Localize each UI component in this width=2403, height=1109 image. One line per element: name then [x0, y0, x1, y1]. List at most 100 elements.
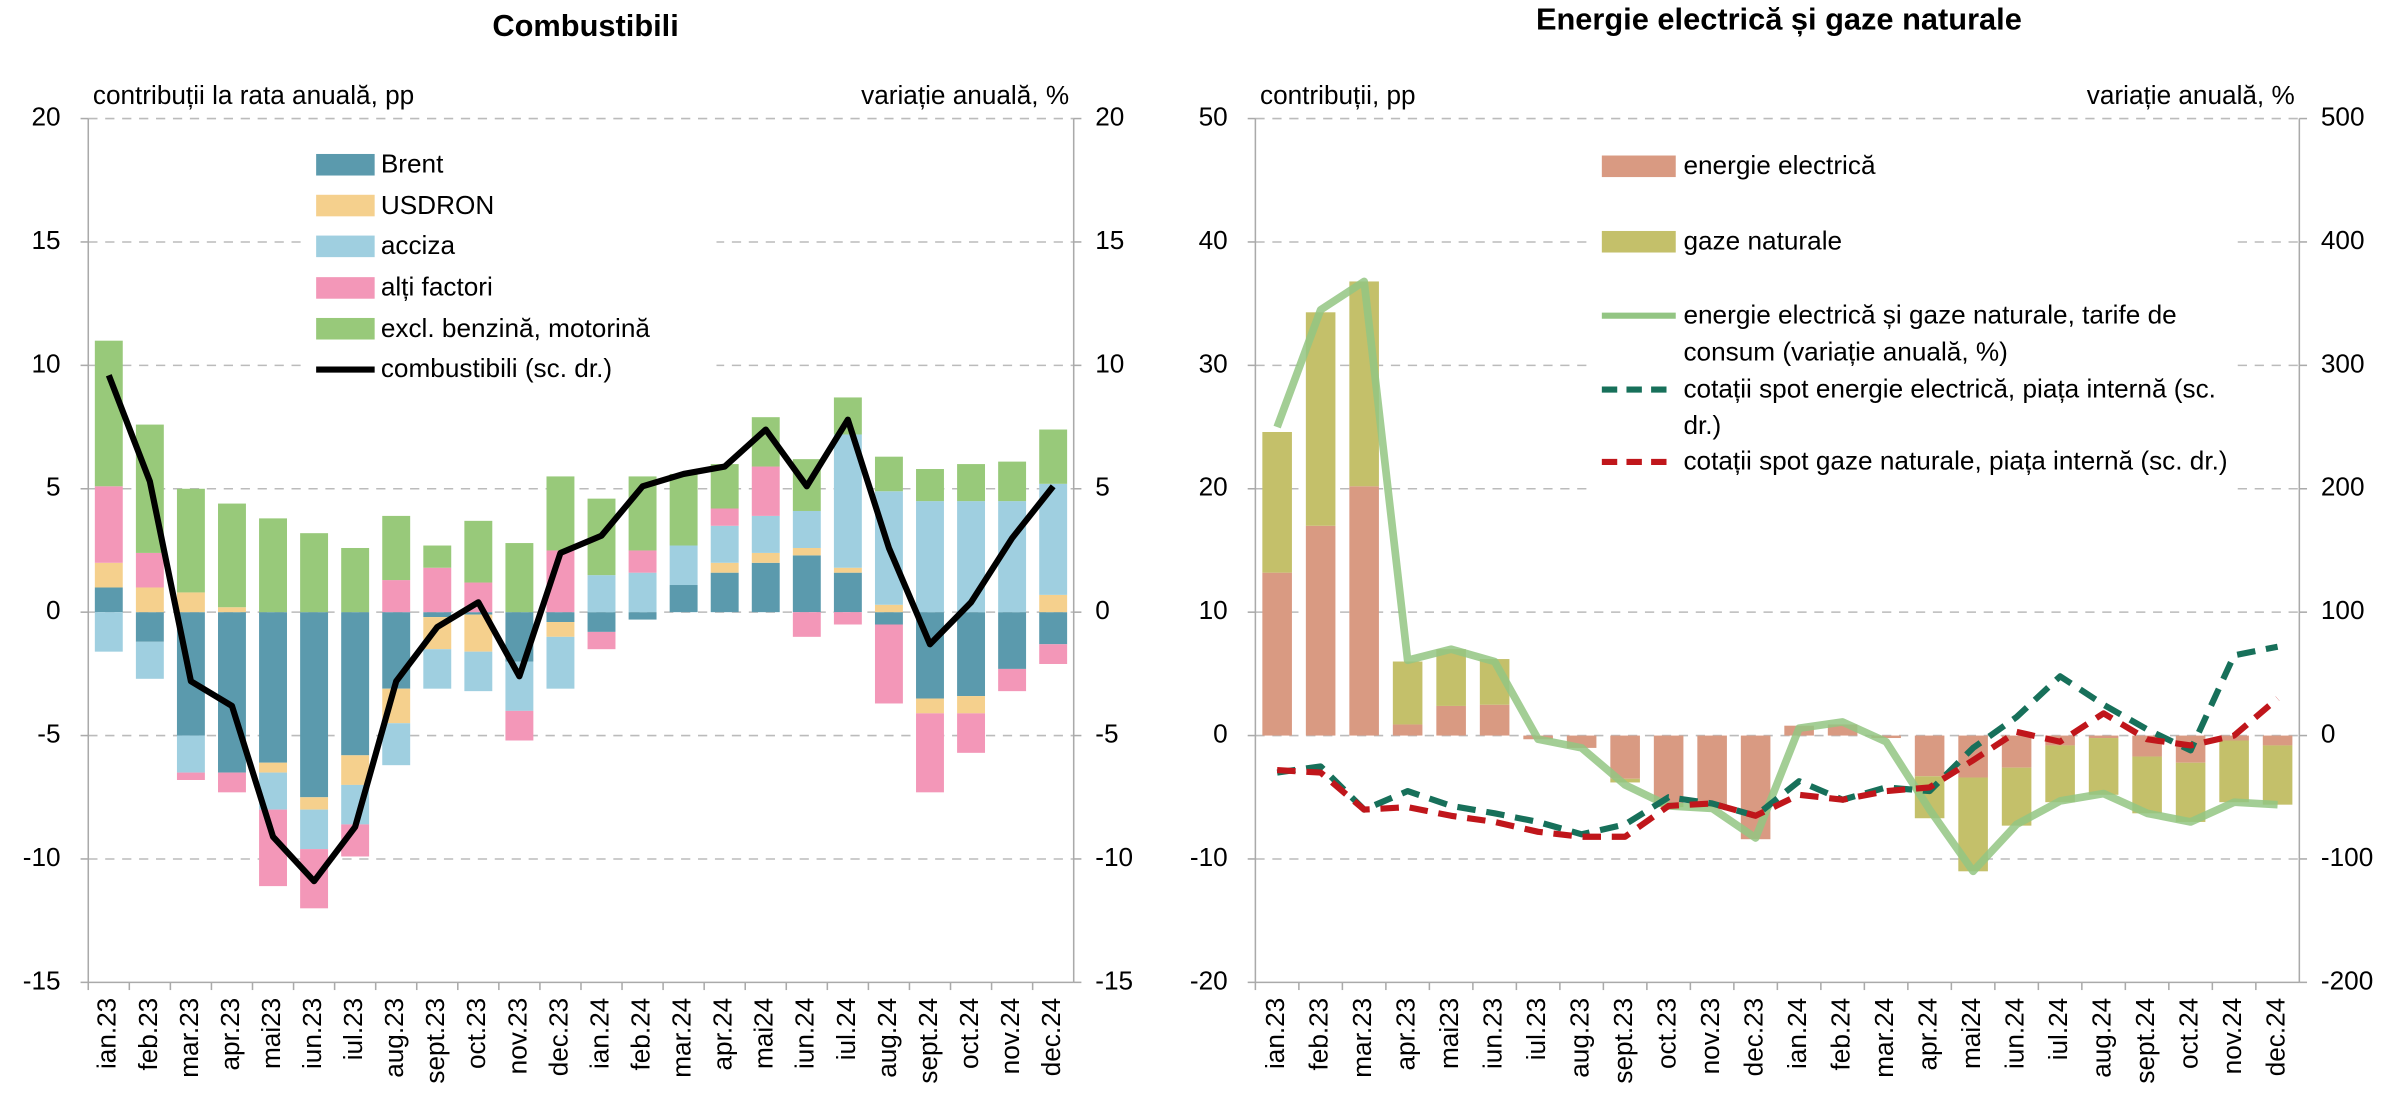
y2-axis-label: variație anuală, % [861, 80, 1069, 110]
x-tick-label: iul.23 [1521, 998, 1551, 1061]
bar-segment [669, 473, 698, 546]
y2-tick-label: -5 [1095, 718, 1118, 748]
y-tick-label: 40 [1199, 225, 1228, 255]
bar-segment [259, 518, 287, 613]
legend-item: gaze naturale [1683, 226, 1843, 256]
bar-segment [2219, 740, 2249, 803]
x-tick-label: aug.23 [1565, 998, 1595, 1078]
x-tick-label: mai24 [749, 998, 779, 1069]
bar-segment [382, 580, 411, 613]
bar-segment [464, 651, 493, 692]
x-tick-label: sept.24 [2130, 998, 2160, 1084]
legend-label: energie electrică și gaze naturale, tari… [1683, 300, 2177, 367]
y2-tick-label: -15 [1095, 965, 1133, 995]
x-tick-label: ian.24 [1782, 998, 1812, 1069]
x-tick-label: iul.24 [831, 998, 861, 1061]
bar-segment [135, 587, 164, 613]
chart-title: Energie electrică și gaze naturale [1536, 2, 2022, 37]
bar-segment [2088, 735, 2119, 739]
bar-segment [546, 636, 575, 689]
legend-item: excl. benzină, motorină [381, 313, 650, 342]
bar-segment [341, 612, 370, 756]
bar-segment [1305, 525, 1336, 736]
y-axis-label: contribuții la rata anuală, pp [93, 80, 414, 110]
x-tick-label: mai23 [1434, 998, 1464, 1069]
y-tick-label: 30 [1199, 348, 1228, 378]
legend-item: energie electrică și gaze naturale, tari… [1683, 300, 2177, 367]
bar-segment [135, 612, 164, 642]
x-tick-label: feb.23 [133, 998, 163, 1071]
bar-segment [998, 461, 1027, 502]
bar-segment [1039, 612, 1068, 645]
x-tick-label: sept.23 [420, 998, 450, 1084]
bar-segment [2132, 756, 2162, 814]
bar-segment [505, 710, 534, 741]
legend-swatch [1601, 155, 1676, 178]
x-tick-label: iul.24 [2043, 998, 2073, 1061]
bar-segment [464, 520, 493, 583]
y-tick-label: -15 [23, 965, 61, 995]
bar-segment [300, 797, 329, 810]
bar-segment [176, 772, 205, 780]
bar-segment [587, 612, 616, 632]
bar-segment [628, 572, 657, 613]
bar-segment [833, 572, 862, 613]
bar-segment [669, 545, 698, 586]
bar-segment [423, 567, 452, 613]
legend-label: gaze naturale [1683, 226, 1843, 256]
bar-segment [94, 612, 123, 652]
bar-segment [382, 515, 411, 581]
x-tick-label: aug.24 [872, 998, 902, 1078]
bar-segment [957, 612, 986, 697]
bar-segment [94, 486, 123, 563]
y2-tick-label: 400 [2321, 225, 2365, 255]
bar-segment [998, 668, 1027, 692]
legend-background [300, 141, 717, 389]
x-tick-label: apr.23 [1391, 998, 1421, 1071]
legend-label: cotații spot energie electrică, piața in… [1683, 374, 2216, 441]
bar-segment [710, 508, 739, 526]
bar-segment [916, 713, 944, 793]
y2-axis-label: variație anuală, % [2087, 80, 2295, 110]
bar-segment [1039, 594, 1068, 613]
bar-segment [874, 604, 903, 613]
bar-segment [1039, 429, 1068, 484]
y-tick-label: 20 [1199, 472, 1228, 502]
bar-segment [669, 585, 698, 613]
bar-segment [1392, 724, 1423, 736]
bar-segment [792, 510, 821, 548]
bar-segment [1039, 644, 1068, 664]
x-tick-label: mar.23 [174, 998, 204, 1078]
bar-segment [423, 545, 452, 568]
x-tick-label: nov.23 [1695, 998, 1725, 1075]
x-tick-label: apr.24 [708, 998, 738, 1071]
y-axis-label: contribuții, pp [1260, 80, 1416, 110]
y2-tick-label: 5 [1095, 472, 1110, 502]
bar-segment [833, 567, 862, 573]
legend-item: acciza [381, 231, 455, 260]
line-series [1273, 277, 2278, 876]
bar-segment [546, 476, 575, 551]
bar-segment [710, 525, 739, 563]
x-tick-label: dec.23 [1739, 998, 1769, 1077]
bar-segment [300, 612, 329, 798]
line-series [1276, 696, 2280, 840]
x-tick-label: ian.23 [92, 998, 122, 1069]
bar-segment [957, 464, 986, 502]
x-tick-label: mar.24 [1869, 998, 1899, 1078]
y2-tick-label: -100 [2321, 842, 2373, 872]
bar-segment [1827, 724, 1858, 736]
bar-segment [218, 503, 246, 608]
bar-segment [916, 501, 944, 613]
bar-segment [300, 533, 329, 613]
bar-segment [751, 552, 780, 563]
x-tick-label: mai24 [1956, 998, 1986, 1069]
x-tick-label: oct.24 [954, 998, 984, 1069]
bar-segment [874, 612, 903, 625]
legend-label: USDRON [380, 190, 495, 220]
y-tick-label: -5 [37, 718, 60, 748]
y-tick-label: -20 [1190, 965, 1228, 995]
legend-swatch [316, 277, 375, 299]
